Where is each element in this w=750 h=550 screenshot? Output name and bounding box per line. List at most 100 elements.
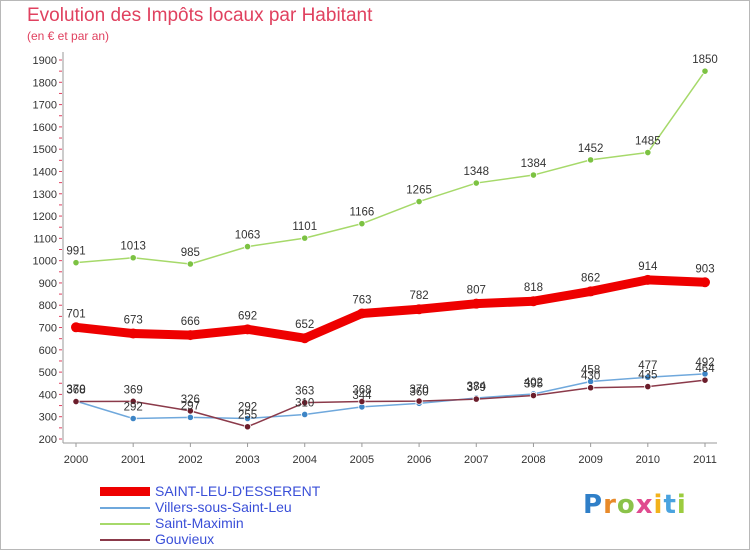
data-point: [472, 179, 480, 187]
y-tick-label: 1600: [33, 122, 57, 134]
data-point: [243, 423, 252, 431]
data-point: [471, 298, 482, 309]
data-label: 368: [352, 385, 371, 397]
data-point: [128, 328, 139, 339]
data-label: 292: [238, 401, 257, 413]
y-tick-label: 500: [39, 367, 57, 379]
data-label: 673: [124, 315, 143, 327]
data-label: 370: [66, 384, 85, 396]
data-point: [642, 274, 653, 285]
x-tick-label: 2008: [521, 454, 545, 466]
data-label: 310: [295, 397, 314, 409]
data-label: 384: [467, 381, 487, 393]
data-label: 666: [181, 316, 200, 328]
data-label: 458: [581, 364, 600, 376]
series-line: [75, 379, 706, 428]
data-point: [186, 260, 194, 268]
data-label: 1013: [120, 241, 146, 253]
data-point: [301, 410, 309, 419]
proxiti-logo: Proxiti: [583, 490, 687, 520]
data-point: [356, 308, 367, 319]
data-label: 862: [581, 272, 600, 284]
data-point: [186, 407, 194, 415]
x-tick-label: 2006: [407, 454, 431, 466]
data-label: 477: [638, 360, 657, 372]
x-tick-label: 2004: [292, 454, 316, 466]
legend-swatch: [100, 507, 150, 509]
data-point: [472, 395, 480, 403]
data-label: 985: [181, 247, 200, 259]
data-label: 492: [695, 357, 714, 369]
y-tick-label: 200: [39, 434, 57, 446]
data-point: [529, 171, 538, 179]
data-point: [72, 397, 80, 406]
y-tick-label: 800: [39, 300, 57, 312]
series-1: [72, 370, 709, 423]
x-tick-label: 2002: [178, 454, 202, 466]
y-tick-label: 1400: [33, 166, 57, 178]
legend-label: Villers-sous-Saint-Leu: [155, 499, 292, 515]
y-tick-label: 600: [39, 345, 57, 357]
data-labels-layer: 370 292 297 292 310 344 360 384 402 458 477 492 991 1…: [66, 54, 717, 422]
x-tick-label: 2010: [636, 454, 660, 466]
data-point: [185, 330, 196, 341]
y-tick-label: 1800: [33, 77, 57, 89]
legend-swatch: [100, 539, 150, 541]
legend-label: Gouvieux: [155, 531, 215, 547]
y-tick-label: 1300: [33, 189, 57, 201]
legend-swatch: [100, 487, 150, 496]
series-line: [75, 70, 706, 265]
data-point: [701, 67, 709, 75]
data-label: 363: [295, 386, 314, 398]
y-tick-label: 400: [39, 389, 57, 401]
data-point: [700, 277, 710, 288]
data-label: 326: [181, 394, 200, 406]
y-tick-label: 1500: [33, 144, 57, 156]
data-point: [644, 148, 652, 157]
x-tick-label: 2009: [578, 454, 602, 466]
data-label: 297: [181, 400, 200, 412]
data-label: 807: [467, 285, 486, 297]
y-tick-label: 900: [39, 278, 57, 290]
data-point: [644, 373, 652, 381]
data-point: [129, 414, 137, 423]
data-label: 1485: [635, 136, 661, 148]
y-tick-label: 1700: [33, 100, 57, 112]
data-label: 402: [524, 377, 543, 389]
series-line: [75, 373, 706, 420]
data-label: 435: [638, 370, 657, 382]
data-label: 818: [524, 282, 543, 294]
data-label: 1063: [235, 230, 261, 242]
data-point: [587, 156, 595, 164]
data-label: 1166: [350, 207, 375, 219]
series-line: [71, 275, 710, 343]
data-label: 369: [124, 384, 143, 396]
x-tick-label: 2003: [235, 454, 259, 466]
data-label: 395: [524, 379, 543, 391]
y-tick-label: 700: [39, 323, 57, 335]
chart-subtitle: (en € et par an): [27, 29, 110, 43]
y-tick-label: 1100: [33, 233, 57, 245]
y-tick-label: 1000: [33, 256, 57, 268]
data-label: 464: [695, 363, 715, 375]
data-point: [243, 414, 252, 423]
data-point: [301, 399, 309, 407]
data-point: [414, 304, 425, 315]
data-label: 360: [409, 386, 428, 398]
data-point: [129, 254, 137, 262]
data-label: 914: [638, 261, 658, 273]
data-point: [587, 384, 595, 392]
x-tick-label: 2000: [64, 454, 88, 466]
data-label: 763: [352, 294, 371, 306]
data-point: [243, 243, 252, 251]
series-0: [71, 274, 710, 344]
data-point: [71, 322, 81, 333]
data-label: 692: [238, 310, 257, 322]
data-label: 1101: [292, 221, 317, 233]
data-point: [301, 234, 309, 242]
data-label: 379: [467, 382, 486, 394]
line-chart: 200 300 400 500 600 700 800 900 1000 1100 1200 1300…: [33, 52, 718, 466]
x-tick-label: 2011: [693, 454, 717, 466]
data-label: 370: [409, 384, 428, 396]
